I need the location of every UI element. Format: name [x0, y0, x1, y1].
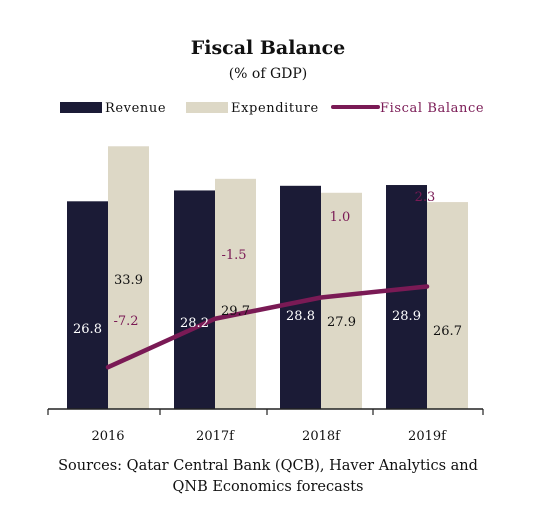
- bar-revenue-2019f: [386, 185, 427, 409]
- point-fiscal-balance-2017f: [213, 316, 217, 321]
- x-axis: 2016 2017f 2018f 2019f: [47, 408, 484, 444]
- line-layer: [105, 284, 430, 370]
- source-line-2: QNB Economics forecasts: [173, 479, 364, 495]
- label-expenditure-2017f: 29.7: [221, 304, 250, 319]
- label-revenue-2019f: 28.9: [392, 309, 421, 324]
- label-revenue-2018f: 28.8: [286, 309, 315, 324]
- bar-revenue-2016: [67, 201, 108, 409]
- x-tick-2019f: 2019f: [408, 429, 447, 444]
- chart-title: Fiscal Balance: [191, 37, 346, 59]
- legend-swatch-revenue: [60, 102, 102, 113]
- bar-expenditure-2019f: [427, 202, 468, 409]
- labels-layer: 26.8 33.9 28.2 29.7 28.8 27.9 28.9 26.7 -7.2 -1.5…: [73, 190, 462, 339]
- label-expenditure-2016: 33.9: [114, 273, 143, 288]
- legend: Revenue Expenditure Fiscal Balance: [60, 101, 484, 116]
- x-tick-2018f: 2018f: [302, 429, 341, 444]
- bars-layer: [67, 146, 468, 409]
- label-expenditure-2018f: 27.9: [327, 315, 356, 330]
- legend-swatch-expenditure: [186, 102, 228, 113]
- source-line-1: Sources: Qatar Central Bank (QCB), Haver…: [58, 458, 478, 474]
- bar-revenue-2017f: [174, 190, 215, 409]
- point-fiscal-balance-2016: [106, 365, 110, 370]
- label-fiscal-balance-2017f: -1.5: [221, 248, 246, 263]
- legend-label-expenditure: Expenditure: [231, 101, 319, 116]
- point-fiscal-balance-2018f: [319, 295, 323, 300]
- label-fiscal-balance-2018f: 1.0: [330, 210, 351, 225]
- bar-expenditure-2018f: [321, 192, 362, 409]
- label-fiscal-balance-2019f: 2.3: [415, 190, 436, 205]
- line-fiscal-balance: [105, 284, 430, 370]
- chart-subtitle: (% of GDP): [229, 66, 308, 82]
- legend-label-fiscal-balance: Fiscal Balance: [380, 101, 484, 116]
- x-tick-2017f: 2017f: [196, 429, 235, 444]
- label-fiscal-balance-2016: -7.2: [113, 314, 138, 329]
- label-revenue-2016: 26.8: [73, 322, 102, 337]
- legend-label-revenue: Revenue: [105, 101, 166, 116]
- point-fiscal-balance-2019f: [425, 284, 429, 289]
- bar-expenditure-2017f: [215, 178, 256, 409]
- label-expenditure-2019f: 26.7: [433, 324, 462, 339]
- x-tick-2016: 2016: [91, 429, 124, 444]
- label-revenue-2017f: 28.2: [180, 316, 209, 331]
